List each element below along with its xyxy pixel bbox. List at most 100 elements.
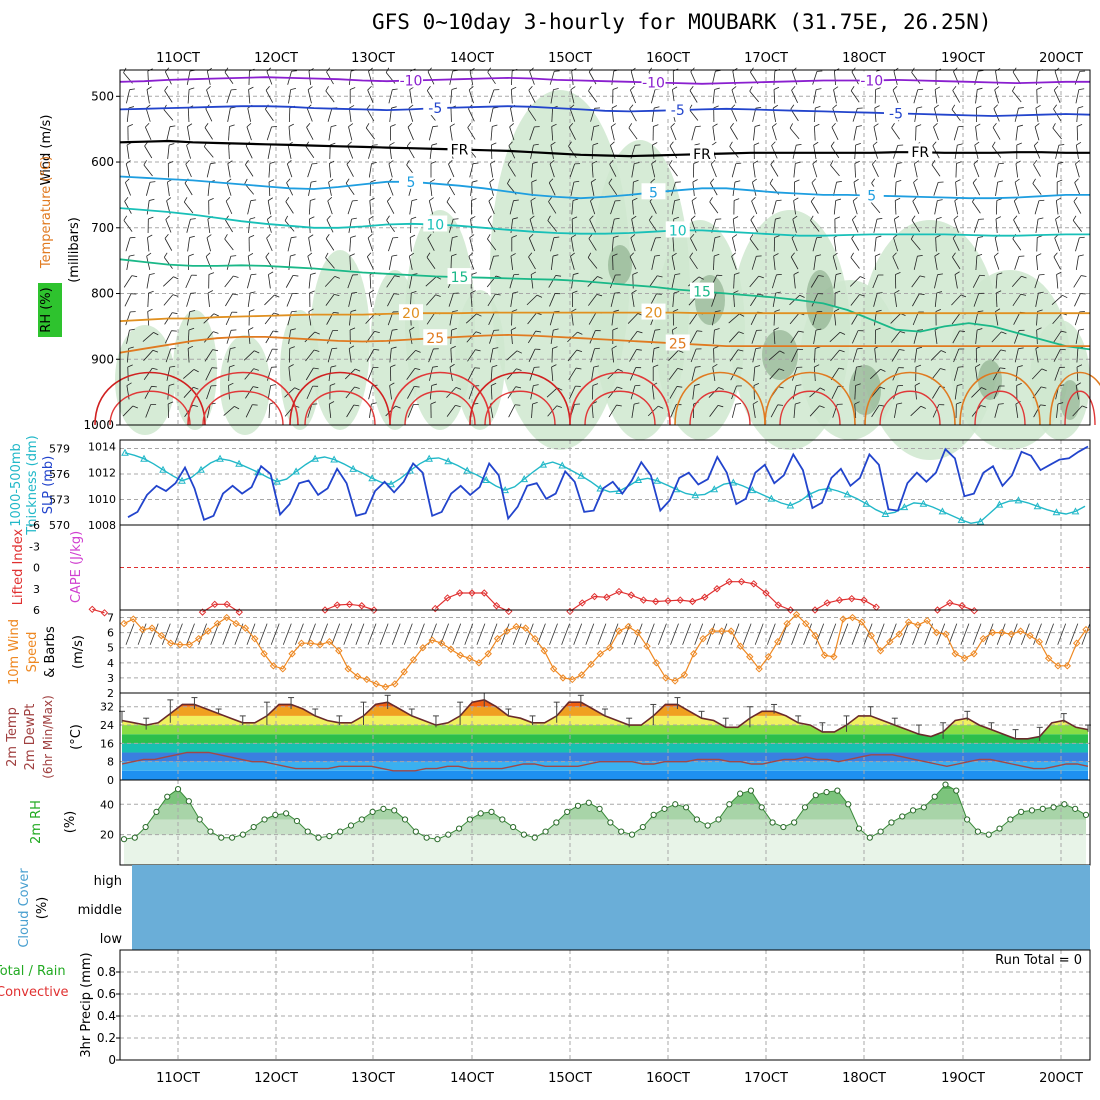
wind-10m-barb [149, 623, 159, 645]
wind-barb-staff [147, 311, 150, 326]
wind-barb [347, 141, 354, 159]
wind-barb-staff [348, 108, 352, 122]
wind-barb [670, 122, 677, 141]
wind-barb [268, 179, 275, 197]
surface-temp-contour [864, 371, 956, 426]
wind-barb [1035, 253, 1042, 271]
wind-barb-flag [535, 330, 542, 333]
wind-barb-staff [1055, 163, 1059, 178]
wind-barb-flag [790, 252, 795, 258]
wind-barb-staff [1056, 403, 1059, 419]
wind-speed-point [1035, 637, 1044, 646]
wind-barb-flag [554, 70, 560, 72]
wind-speed-point [353, 672, 362, 681]
wind-barb [607, 368, 623, 380]
rh-point [607, 819, 614, 826]
wind-barb-staff [751, 330, 757, 344]
rh-shade-dark [762, 330, 798, 380]
wind-barb [328, 401, 335, 419]
wind-barb-flag [125, 178, 130, 183]
wind-barb-flag [733, 198, 740, 201]
wind-barb-staff [671, 200, 676, 215]
wind-barb-flag [169, 143, 175, 146]
wind-barb-staff [265, 256, 274, 270]
wind-barb-staff [610, 200, 616, 215]
wind-barb-flag [493, 255, 499, 257]
wind-barb-staff [753, 126, 756, 141]
thickness-point [1052, 508, 1061, 516]
wind-barb-staff [711, 71, 716, 85]
wind-barb-flag [169, 125, 176, 128]
wind-barb [243, 350, 260, 361]
wind-barb-staff [629, 256, 637, 270]
wind-barb-flag [940, 350, 947, 354]
wind-barb-staff [852, 200, 858, 215]
wind-barb-staff [147, 237, 150, 252]
wind-barb-staff [126, 256, 130, 270]
wind-barb-staff [226, 256, 232, 270]
wind-barb [550, 236, 560, 252]
wind-barb-flag [834, 216, 840, 220]
wind-barb [951, 104, 961, 121]
wind-barb [693, 161, 699, 178]
wind-barb [975, 364, 981, 381]
wind-barb-staff [1034, 200, 1040, 215]
wind-barb [994, 86, 1000, 104]
wind-barb-staff [793, 274, 796, 289]
wind-barb [691, 197, 697, 215]
thickness-point [349, 464, 357, 472]
wind-barb [123, 215, 133, 232]
wind-barb-flag [226, 178, 232, 183]
wind-barb [469, 67, 475, 85]
wind-barb-flag [1035, 104, 1041, 109]
date-label-top: 16OCT [646, 51, 690, 66]
thickness-point [691, 491, 700, 499]
wind-barb [975, 253, 983, 271]
wind-barb [264, 294, 280, 306]
wind-10m-barb [1069, 623, 1079, 645]
thickness-point [976, 517, 985, 525]
wind-barb-staff [264, 312, 275, 325]
rh-point [1039, 805, 1046, 812]
date-label-top: 17OCT [744, 51, 788, 66]
wind-barb-flag [592, 383, 599, 386]
wind-barb [813, 328, 822, 344]
wind-barb-flag [1056, 271, 1062, 275]
wind-10m-barb [488, 623, 498, 645]
wind-barb-flag [634, 402, 640, 405]
chart-title: GFS 0~10day 3-hourly for MOUBARK (31.75E… [372, 10, 992, 34]
wind-barb-staff [791, 349, 799, 362]
wind-speed-point [764, 653, 773, 661]
wind-10m-barb [718, 623, 728, 645]
wind-barb-flag [533, 143, 539, 146]
wind-barb-flag [810, 215, 814, 221]
wind-barb-flag [492, 106, 499, 109]
wind-barb-staff [1035, 293, 1039, 307]
wind-barb-flag [528, 85, 533, 91]
wind-barb-flag [208, 272, 215, 275]
contour-label: 10 [426, 217, 444, 233]
wind-barb-flag [588, 86, 592, 92]
wind-barb-flag [634, 162, 640, 164]
wind-barb-staff [971, 387, 982, 398]
wind-barb-flag [612, 87, 619, 90]
wind-speed-point [456, 651, 464, 659]
wind-barb-flag [271, 366, 277, 368]
wind-barb [1036, 327, 1042, 345]
wind-barb [410, 216, 417, 234]
contour-label: -5 [671, 103, 685, 119]
wind-barb-staff [386, 275, 395, 288]
wind-barb-flag [163, 252, 168, 258]
wind-barb-flag [793, 197, 799, 201]
rh-point [564, 808, 571, 815]
wind-barb-flag [574, 163, 581, 165]
wind-barb [850, 252, 860, 269]
temperature-contour [119, 258, 1091, 351]
wind-barb-staff [268, 403, 271, 419]
wind-barb-staff [632, 200, 634, 215]
wind-barb-staff [407, 404, 414, 418]
wind-speed-point [120, 619, 128, 628]
wind-barb [125, 311, 136, 326]
wind-barb-flag [957, 143, 963, 146]
wind-barb [934, 199, 943, 215]
